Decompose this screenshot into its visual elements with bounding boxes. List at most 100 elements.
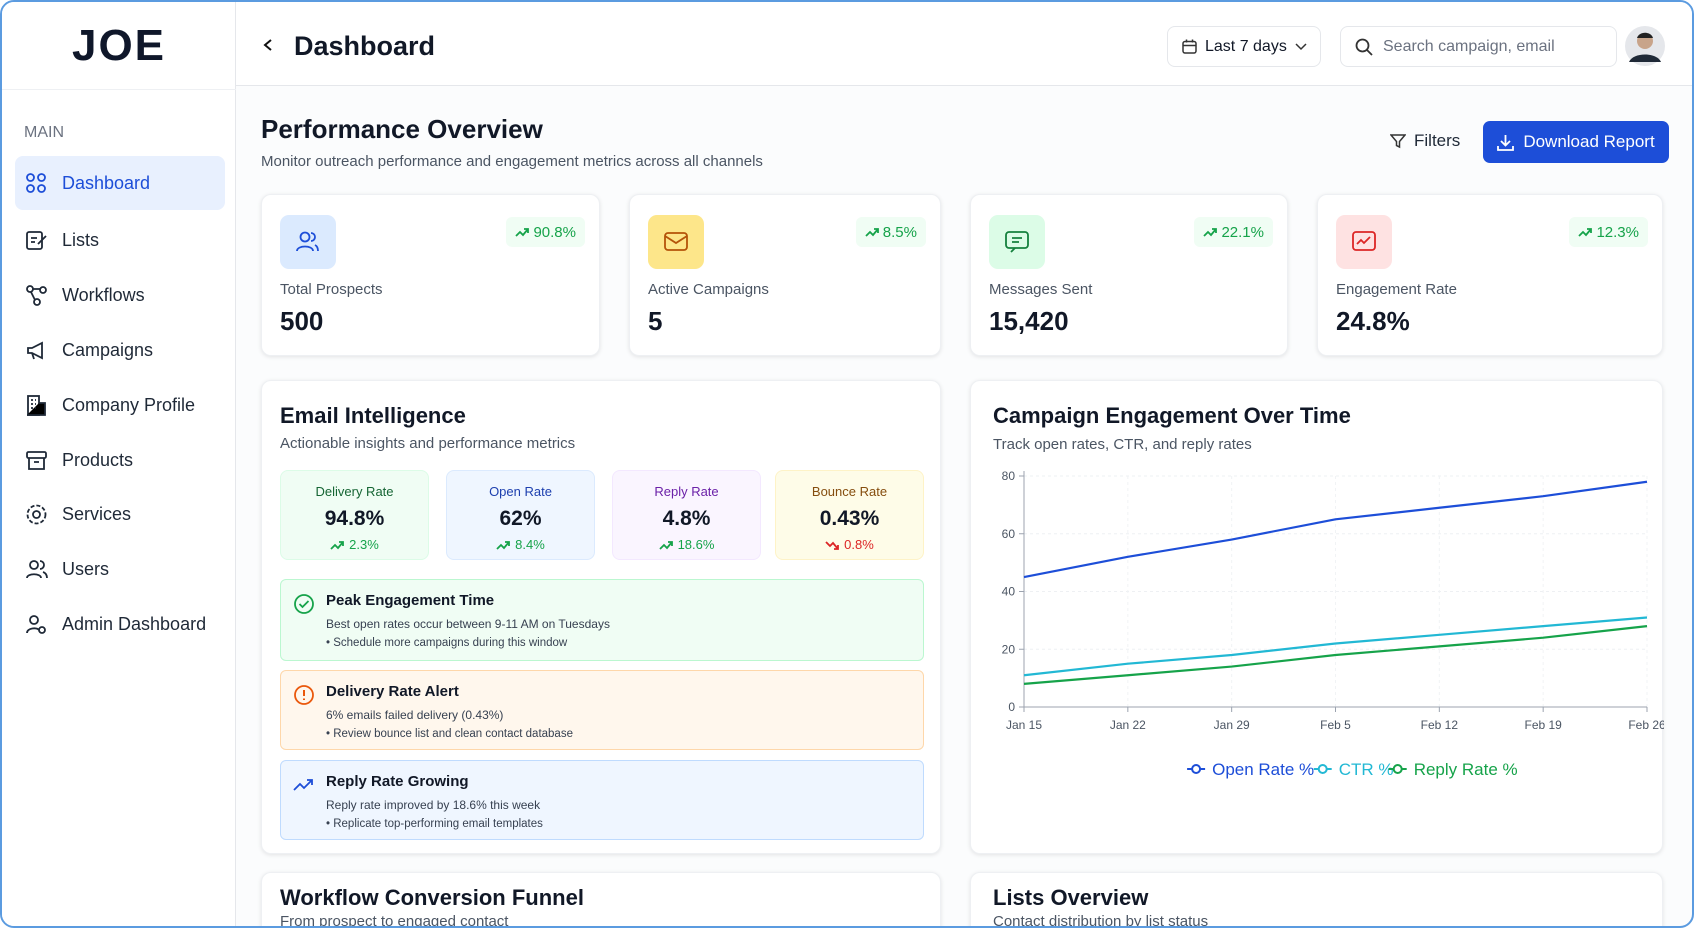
date-range-button[interactable]: Last 7 days [1167, 26, 1321, 67]
icon [1005, 231, 1029, 253]
stat-label: Total Prospects [280, 281, 383, 298]
change-value: 22.1% [1221, 223, 1264, 241]
logo[interactable]: JOE [2, 2, 236, 90]
series-line [1023, 616, 1648, 677]
download-button[interactable]: Download Report [1483, 121, 1669, 163]
change-value: 18.6% [677, 537, 715, 552]
stat-card: 12.3% Engagement Rate 24.8% [1317, 194, 1663, 356]
metric-label: Delivery Rate [315, 484, 394, 499]
insight-text: 6% emails failed delivery (0.43%) [326, 708, 504, 722]
nav-item[interactable]: Services [15, 487, 225, 541]
download-icon [1497, 134, 1515, 151]
nav-item[interactable]: Dashboard [15, 156, 225, 210]
filters-label: Filters [1414, 131, 1461, 150]
insight-text: Best open rates occur between 9-11 AM on… [326, 617, 610, 631]
download-label: Download Report [1523, 132, 1655, 151]
insight-title: Peak Engagement Time [326, 592, 495, 609]
insight-box: Peak Engagement Time Best open rates occu… [280, 579, 924, 661]
trend-icon [825, 540, 840, 550]
metric-label: Open Rate [489, 484, 552, 499]
nav-item[interactable]: Workflows [15, 268, 225, 322]
insight-icon [294, 594, 314, 614]
nav-icon [26, 450, 47, 470]
nav-item[interactable]: Lists [15, 213, 225, 267]
metric-tile: Delivery Rate 94.8% 2.3% [280, 470, 429, 560]
metric-tile: Bounce Rate 0.43% 0.8% [775, 470, 924, 560]
nav-label: Campaigns [62, 339, 154, 360]
legend-label: Open Rate % [1212, 760, 1314, 779]
legend-label: CTR % [1339, 760, 1394, 779]
nav-label: Products [62, 449, 134, 470]
metric-value: 4.8% [662, 507, 711, 530]
trend-icon [330, 540, 345, 550]
series-line [1023, 625, 1648, 685]
change-badge: 12.3% [1569, 217, 1648, 247]
back-button[interactable] [262, 38, 274, 52]
y-tick-label: 0 [1008, 700, 1015, 714]
metric-value: 94.8% [324, 507, 385, 530]
chart-subtitle: Track open rates, CTR, and reply rates [993, 436, 1252, 453]
insight-bullet: Schedule more campaigns during this wind… [326, 637, 567, 649]
insight-box: Delivery Rate Alert 6% emails failed deli… [280, 670, 924, 750]
stat-label: Active Campaigns [648, 281, 769, 298]
metric-tile: Open Rate 62% 8.4% [446, 470, 595, 560]
change-badge: 90.8% [506, 217, 585, 247]
nav-item[interactable]: Products [15, 433, 225, 487]
metric-change: 2.3% [281, 537, 428, 552]
search-icon [1355, 38, 1373, 56]
stat-icon [1336, 215, 1392, 269]
y-tick-label: 20 [1002, 642, 1016, 656]
sidebar: JOE MAIN Dashboard Lists Workflows Campaign… [2, 2, 236, 926]
trend-icon [496, 540, 511, 550]
filter-icon [1390, 134, 1406, 149]
search-box[interactable]: Search campaign, email [1340, 26, 1617, 67]
stat-value: 15,420 [989, 306, 1069, 336]
metric-tile: Reply Rate 4.8% 18.6% [612, 470, 761, 560]
metric-change: 18.6% [613, 537, 760, 552]
section-subtitle: Monitor outreach performance and engagem… [261, 153, 763, 170]
icon [664, 232, 688, 251]
filters-button[interactable]: Filters [1390, 131, 1460, 151]
stat-icon [280, 215, 336, 269]
x-tick-label: Feb 19 [1524, 718, 1562, 732]
nav-icon [26, 230, 47, 250]
legend-marker [1317, 764, 1328, 774]
calendar-icon [1182, 39, 1197, 54]
nav-label: Admin Dashboard [62, 613, 207, 634]
x-tick-label: Feb 12 [1421, 718, 1459, 732]
legend-marker [1392, 764, 1403, 774]
x-tick-label: Jan 22 [1110, 718, 1146, 732]
stat-value: 24.8% [1336, 306, 1410, 336]
insight-title: Delivery Rate Alert [326, 683, 459, 700]
metric-value: 0.43% [819, 507, 880, 530]
funnel-card: Workflow Conversion Funnel From prospect… [261, 872, 941, 928]
trend-icon [515, 228, 530, 237]
trend-icon [865, 228, 879, 237]
nav-item[interactable]: Users [15, 542, 225, 596]
nav-item[interactable]: Campaigns [15, 323, 225, 377]
legend-label: Reply Rate % [1414, 760, 1518, 779]
nav-item[interactable]: Company Profile [15, 378, 225, 432]
card-subtitle: Contact distribution by list status [993, 913, 1209, 928]
card-title: Email Intelligence [280, 403, 466, 428]
nav-label: Workflows [62, 284, 145, 305]
change-value: 90.8% [533, 223, 576, 241]
nav-icon [27, 394, 46, 416]
change-value: 12.3% [1596, 223, 1639, 241]
x-tick-label: Feb 5 [1320, 718, 1351, 732]
page-title: Dashboard [294, 31, 436, 61]
stat-card: 90.8% Total Prospects 500 [261, 194, 600, 356]
chart-title: Campaign Engagement Over Time [993, 403, 1351, 428]
nav-icon [26, 284, 47, 306]
section-title: Performance Overview [261, 114, 543, 144]
avatar[interactable] [1625, 26, 1665, 66]
stat-label: Messages Sent [989, 281, 1093, 298]
y-tick-label: 80 [1002, 469, 1016, 483]
card-subtitle: From prospect to engaged contact [280, 913, 509, 928]
section-label: MAIN [24, 124, 64, 141]
insight-bullet: Replicate top-performing email templates [326, 818, 543, 830]
y-tick-label: 60 [1002, 527, 1016, 541]
trend-icon [1203, 228, 1218, 237]
nav-item[interactable]: Admin Dashboard [15, 597, 225, 651]
